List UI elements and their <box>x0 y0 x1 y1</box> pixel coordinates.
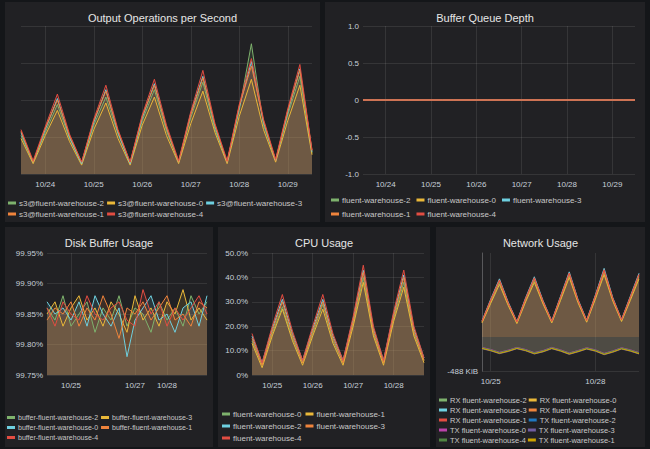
svg-text:10/26: 10/26 <box>132 180 153 189</box>
svg-text:1.0: 1.0 <box>348 22 360 31</box>
svg-text:s3@fluent-warehouse-3: s3@fluent-warehouse-3 <box>217 199 303 208</box>
svg-text:Network Usage: Network Usage <box>503 237 578 249</box>
svg-text:10/28: 10/28 <box>585 377 606 386</box>
svg-text:10/27: 10/27 <box>343 381 364 390</box>
svg-text:CPU Usage: CPU Usage <box>295 237 353 249</box>
svg-text:RX fluent-warehouse-1: RX fluent-warehouse-1 <box>450 416 527 425</box>
svg-text:10/29: 10/29 <box>602 180 623 189</box>
svg-text:10/27: 10/27 <box>181 180 202 189</box>
svg-text:RX fluent-warehouse-4: RX fluent-warehouse-4 <box>540 406 617 415</box>
svg-text:10/25: 10/25 <box>421 180 442 189</box>
svg-text:fluent-warehouse-0: fluent-warehouse-0 <box>427 196 496 205</box>
svg-text:fluent-warehouse-3: fluent-warehouse-3 <box>513 196 582 205</box>
svg-text:99.80%: 99.80% <box>16 340 43 349</box>
svg-text:Buffer Queue Depth: Buffer Queue Depth <box>436 12 534 24</box>
svg-text:fluent-warehouse-3: fluent-warehouse-3 <box>316 422 385 431</box>
svg-text:RX fluent-warehouse-0: RX fluent-warehouse-0 <box>540 396 617 405</box>
svg-text:TX fluent-warehouse-1: TX fluent-warehouse-1 <box>539 436 615 445</box>
svg-text:10/25: 10/25 <box>262 381 283 390</box>
svg-text:RX fluent-warehouse-2: RX fluent-warehouse-2 <box>450 396 527 405</box>
svg-text:10/28: 10/28 <box>229 180 250 189</box>
svg-text:40.0%: 40.0% <box>225 273 248 282</box>
svg-text:buffer-fluent-warehouse-1: buffer-fluent-warehouse-1 <box>112 424 192 431</box>
svg-text:Disk Buffer Usage: Disk Buffer Usage <box>65 237 153 249</box>
svg-text:10/26: 10/26 <box>466 180 487 189</box>
svg-text:50.0%: 50.0% <box>225 249 248 258</box>
svg-text:buffer-fluent-warehouse-2: buffer-fluent-warehouse-2 <box>18 414 98 421</box>
svg-text:0.5: 0.5 <box>348 59 360 68</box>
svg-text:99.85%: 99.85% <box>16 310 43 319</box>
svg-text:TX fluent-warehouse-4: TX fluent-warehouse-4 <box>450 436 526 445</box>
svg-text:s3@fluent-warehouse-1: s3@fluent-warehouse-1 <box>19 210 105 219</box>
svg-text:99.90%: 99.90% <box>16 279 43 288</box>
svg-text:10/24: 10/24 <box>376 180 397 189</box>
svg-text:s3@fluent-warehouse-0: s3@fluent-warehouse-0 <box>118 199 204 208</box>
svg-text:20.0%: 20.0% <box>225 322 248 331</box>
svg-text:fluent-warehouse-4: fluent-warehouse-4 <box>427 210 496 219</box>
svg-text:10.0%: 10.0% <box>225 346 248 355</box>
svg-text:10/29: 10/29 <box>278 180 299 189</box>
svg-text:buffer-fluent-warehouse-3: buffer-fluent-warehouse-3 <box>112 414 192 421</box>
svg-text:10/27: 10/27 <box>125 381 146 390</box>
svg-text:10/26: 10/26 <box>303 381 324 390</box>
svg-text:fluent-warehouse-1: fluent-warehouse-1 <box>316 410 385 419</box>
svg-text:10/25: 10/25 <box>84 180 105 189</box>
svg-text:99.75%: 99.75% <box>16 371 43 380</box>
svg-text:s3@fluent-warehouse-4: s3@fluent-warehouse-4 <box>118 210 204 219</box>
svg-text:TX fluent-warehouse-0: TX fluent-warehouse-0 <box>450 426 526 435</box>
svg-text:10/25: 10/25 <box>481 377 502 386</box>
svg-text:s3@fluent-warehouse-2: s3@fluent-warehouse-2 <box>19 199 105 208</box>
svg-text:buffer-fluent-warehouse-0: buffer-fluent-warehouse-0 <box>18 424 98 431</box>
svg-text:10/28: 10/28 <box>157 381 178 390</box>
svg-text:Output Operations per Second: Output Operations per Second <box>88 12 237 24</box>
svg-text:-488 KiB: -488 KiB <box>447 367 478 376</box>
svg-text:10/27: 10/27 <box>512 180 533 189</box>
svg-text:TX fluent-warehouse-2: TX fluent-warehouse-2 <box>540 416 616 425</box>
svg-text:10/28: 10/28 <box>557 180 578 189</box>
svg-text:fluent-warehouse-2: fluent-warehouse-2 <box>233 422 302 431</box>
svg-text:10/25: 10/25 <box>61 381 82 390</box>
svg-text:0: 0 <box>355 96 360 105</box>
svg-text:fluent-warehouse-2: fluent-warehouse-2 <box>342 196 411 205</box>
svg-text:-1.0: -1.0 <box>345 170 359 179</box>
svg-text:10/24: 10/24 <box>35 180 56 189</box>
svg-text:TX fluent-warehouse-3: TX fluent-warehouse-3 <box>539 426 615 435</box>
svg-text:fluent-warehouse-4: fluent-warehouse-4 <box>233 434 302 443</box>
svg-text:buffer-fluent-warehouse-4: buffer-fluent-warehouse-4 <box>18 434 98 441</box>
svg-text:30.0%: 30.0% <box>225 297 248 306</box>
svg-text:0%: 0% <box>236 371 248 380</box>
svg-text:99.95%: 99.95% <box>16 249 43 258</box>
svg-text:fluent-warehouse-1: fluent-warehouse-1 <box>342 210 411 219</box>
svg-text:10/28: 10/28 <box>384 381 405 390</box>
svg-text:fluent-warehouse-0: fluent-warehouse-0 <box>233 410 302 419</box>
svg-text:-0.5: -0.5 <box>345 133 359 142</box>
svg-text:RX fluent-warehouse-3: RX fluent-warehouse-3 <box>450 406 527 415</box>
